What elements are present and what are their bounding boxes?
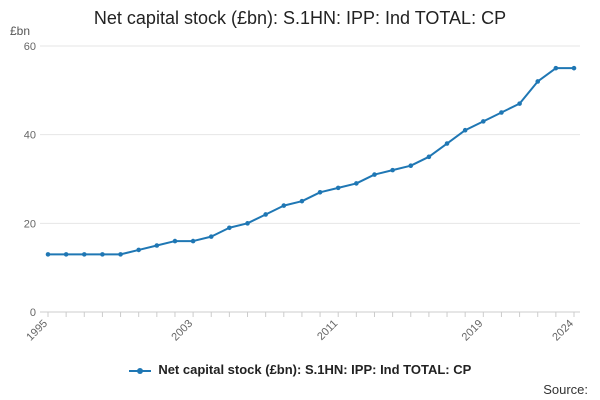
legend-swatch [128, 366, 151, 376]
chart-title: Net capital stock (£bn): S.1HN: IPP: Ind… [93, 8, 507, 28]
legend: Net capital stock (£bn): S.1HN: IPP: Ind… [0, 362, 600, 377]
x-tick-label: 2024 [550, 318, 576, 344]
data-point [317, 190, 323, 195]
data-point [208, 234, 214, 239]
data-point [118, 252, 123, 257]
legend-label: Net capital stock (£bn): S.1HN: IPP: Ind… [158, 362, 472, 377]
data-point [481, 119, 486, 124]
y-tick-label: 40 [24, 130, 36, 142]
data-point [100, 252, 105, 257]
data-point [354, 181, 359, 186]
y-axis-unit-label: £bn [10, 24, 31, 38]
data-point [462, 127, 468, 133]
data-point [154, 243, 160, 248]
data-point [227, 225, 232, 231]
data-point [553, 65, 559, 71]
data-point [335, 185, 341, 191]
data-point [281, 203, 287, 208]
y-tick-label: 20 [24, 218, 36, 230]
data-point [444, 141, 450, 146]
data-point [390, 167, 395, 173]
data-point [245, 221, 250, 226]
data-point [45, 252, 51, 257]
data-point [299, 198, 305, 204]
y-tick-label: 60 [24, 41, 36, 53]
data-point [426, 154, 432, 160]
data-point [372, 172, 377, 177]
x-tick-label: 2003 [169, 318, 195, 344]
data-point [172, 238, 178, 244]
data-point [190, 238, 196, 244]
x-tick-label: 2019 [460, 318, 486, 344]
data-point [408, 163, 414, 168]
data-point [136, 247, 141, 253]
y-tick-label: 0 [30, 307, 36, 319]
x-tick-label: 1995 [24, 318, 50, 344]
series-line [48, 67, 574, 256]
data-point [499, 110, 504, 115]
data-point [535, 79, 541, 84]
data-point [517, 101, 522, 106]
data-point [263, 212, 268, 217]
source-label: Source: [543, 382, 588, 397]
data-point [571, 65, 577, 71]
x-tick-label: 2011 [315, 318, 340, 343]
data-point [81, 252, 87, 257]
data-point [63, 252, 69, 257]
